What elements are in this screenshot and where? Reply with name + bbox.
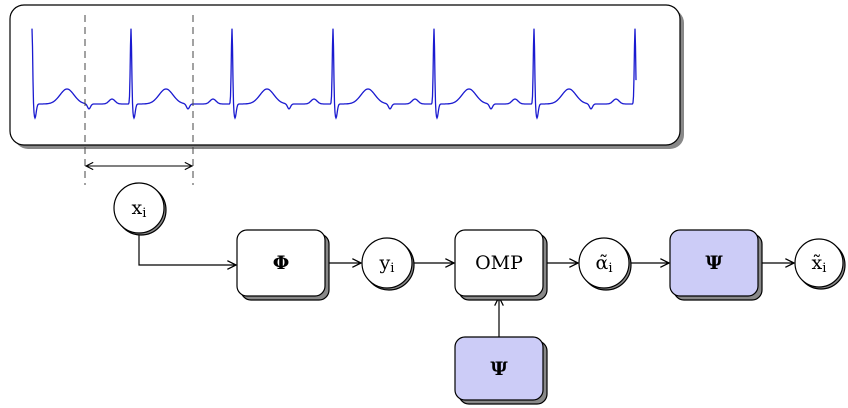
ecg-signal: [31, 28, 637, 120]
node-circle: [113, 182, 165, 234]
node-label: yi: [379, 252, 395, 276]
omp-box: [454, 229, 544, 297]
node-label: Φ: [273, 252, 290, 274]
edge: [138, 233, 236, 265]
node-label: Ψ: [490, 358, 508, 380]
phi-box: [236, 229, 326, 297]
node-label: α̃i: [595, 252, 612, 276]
node-circle: [361, 237, 413, 289]
psi-box: [454, 336, 544, 401]
node-label: x̃i: [812, 252, 827, 276]
node-circle: [794, 238, 844, 288]
node-label: xi: [132, 197, 147, 221]
psi-box: [669, 229, 759, 297]
node-circle: [578, 237, 630, 289]
node-label: Ψ: [705, 252, 723, 274]
signal-box: [9, 4, 681, 146]
node-label: OMP: [475, 252, 523, 274]
